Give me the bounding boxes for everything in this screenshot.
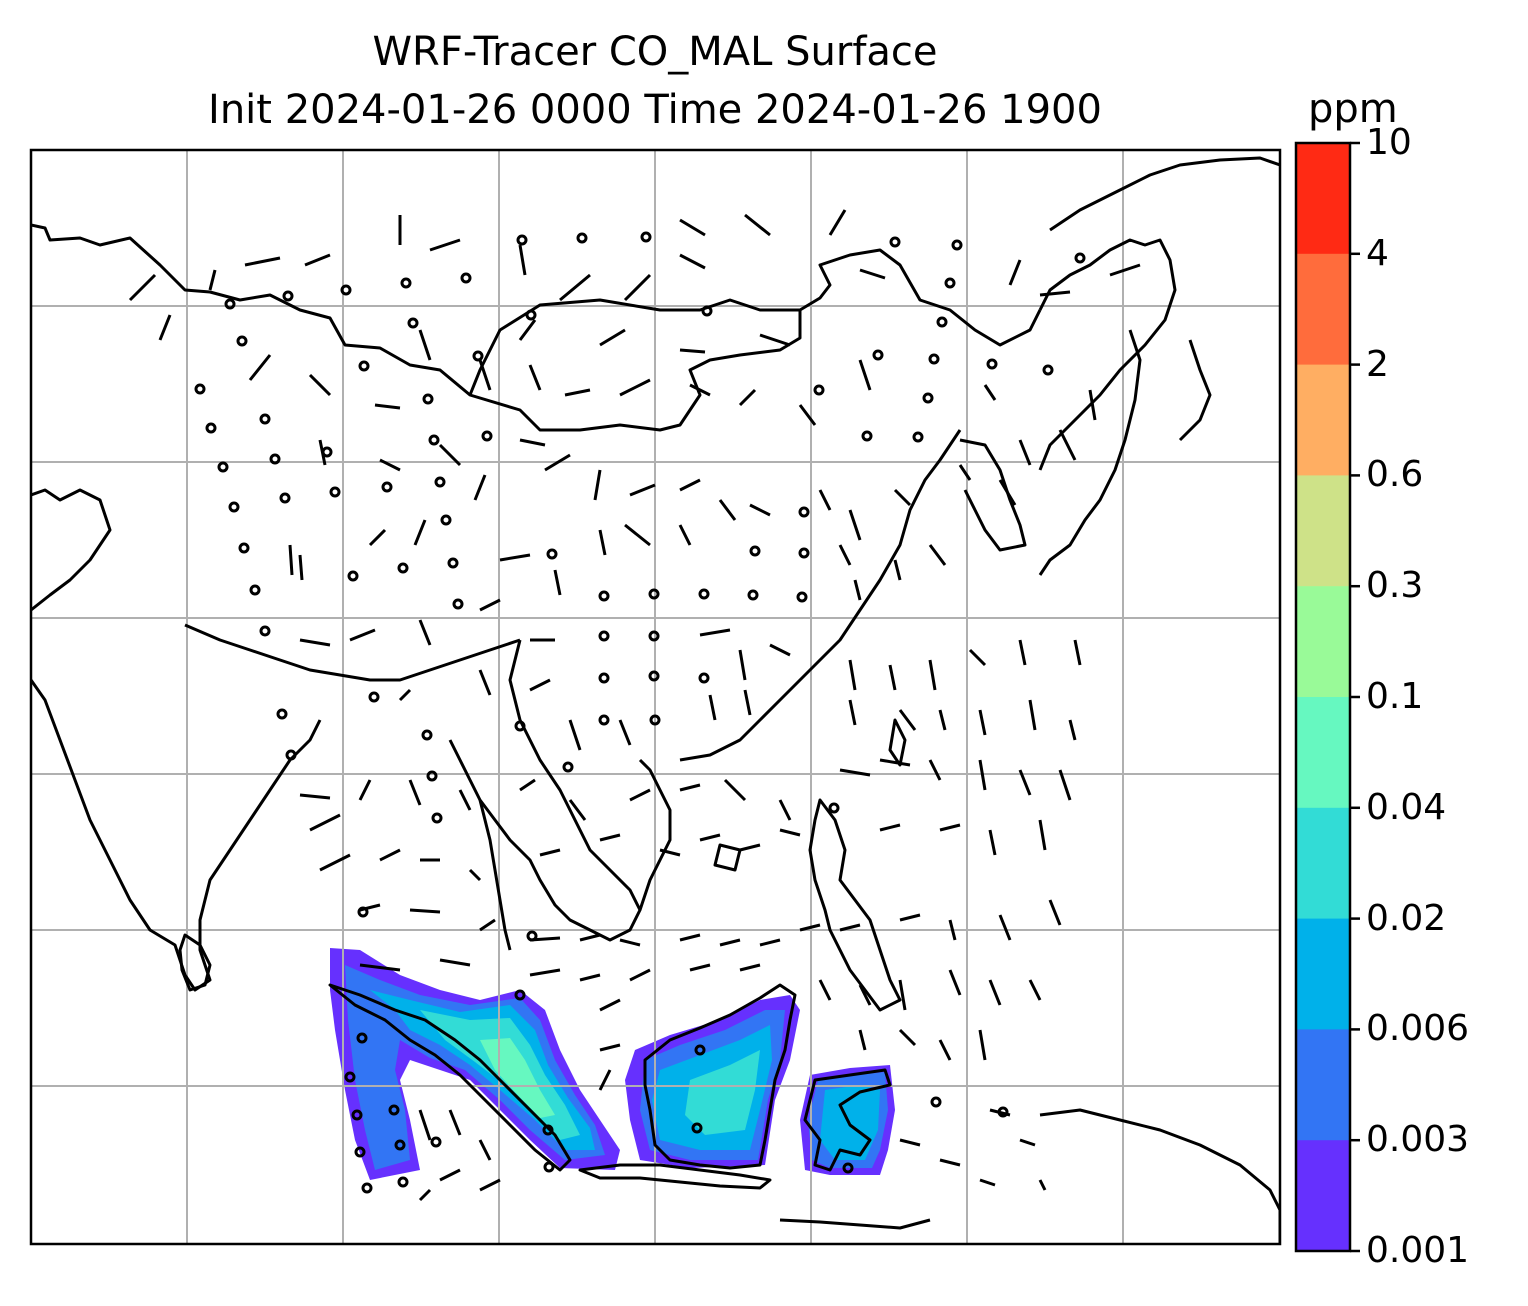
colorbar-tick-label: 0.3 — [1366, 565, 1424, 607]
plume-borneo-high — [685, 1050, 760, 1135]
colorbar-tick-label: 0.001 — [1366, 1230, 1470, 1271]
colorbar-tick-label: 0.6 — [1366, 454, 1424, 496]
chart-title-line2: Init 2024-01-26 0000 Time 2024-01-26 190… — [208, 87, 1102, 133]
colorbar-segment — [1296, 586, 1350, 698]
colorbar-tick-label: 10 — [1366, 122, 1412, 163]
coastlines-and-borders — [31, 156, 1280, 1244]
wind-barbs — [128, 209, 1141, 1202]
colorbar-tick-label: 2 — [1366, 343, 1389, 385]
map-gridlines — [31, 150, 1280, 1244]
colorbar-segment — [1296, 364, 1350, 476]
colorbar-segment — [1296, 253, 1350, 366]
colorbar-tick-label: 4 — [1366, 232, 1389, 274]
colorbar-unit-label: ppm — [1308, 86, 1398, 132]
colorbar-segment — [1296, 1029, 1350, 1141]
colorbar-segment — [1296, 918, 1350, 1030]
colorbar-tick-label: 0.006 — [1366, 1008, 1470, 1050]
colorbar-tick-label: 0.1 — [1366, 676, 1424, 717]
colorbar-segment — [1296, 143, 1350, 255]
colorbar-segment — [1296, 1140, 1350, 1252]
colorbar-tick-label: 0.003 — [1366, 1119, 1470, 1161]
colorbar-segment — [1296, 697, 1350, 809]
colorbar-segment — [1296, 807, 1350, 920]
colorbar — [1294, 141, 1360, 1253]
map-frame — [29, 148, 1282, 1246]
colorbar-tick-label: 0.04 — [1366, 786, 1447, 828]
chart-title-line1: WRF-Tracer CO_MAL Surface — [372, 29, 938, 75]
colorbar-segment — [1296, 475, 1350, 587]
calm-wind-markers — [194, 231, 1086, 1194]
colorbar-tick-label: 0.02 — [1366, 897, 1447, 939]
